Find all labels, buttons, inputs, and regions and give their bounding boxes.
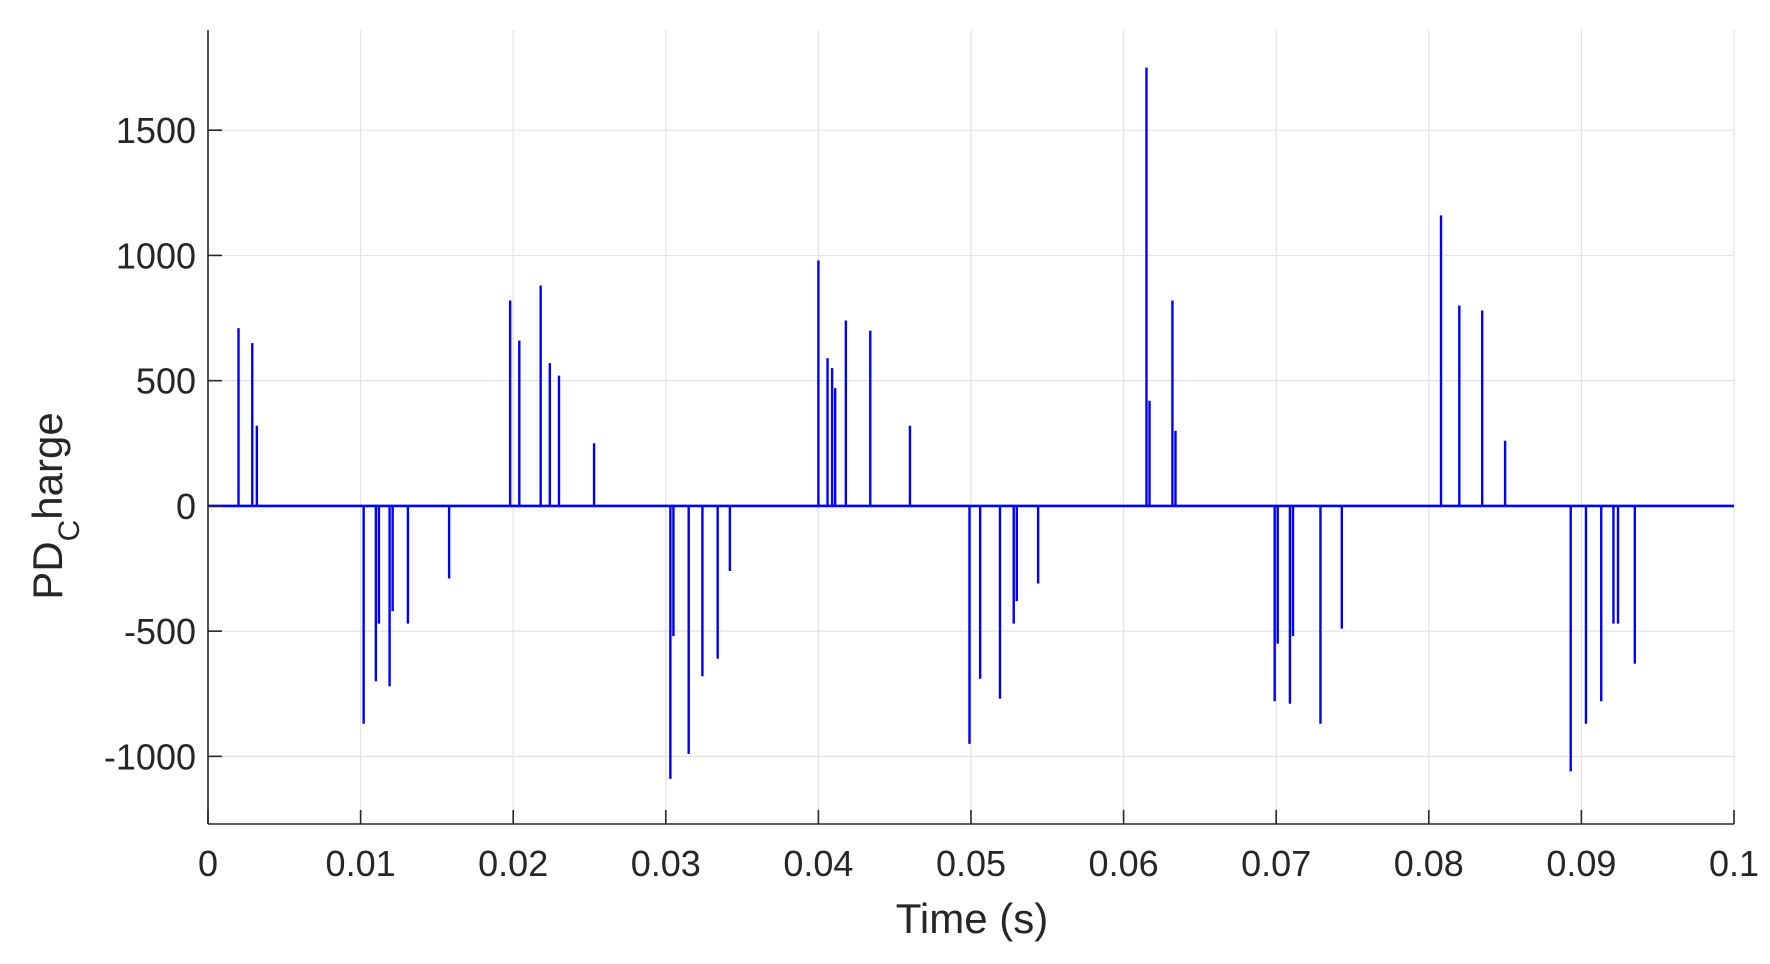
x-tick-label: 0.07 (1241, 843, 1311, 884)
x-tick-labels: 0 0.01 0.02 0.03 0.04 0.05 0.06 0.07 0.08 0.09 0.1 (198, 843, 1759, 884)
series-pd-charge (208, 67, 1734, 779)
x-tick-label: 0 (198, 843, 218, 884)
y-axis-label: PDCharge (24, 412, 86, 599)
y-tick-label: -500 (124, 611, 196, 652)
y-axis-label-sub: C (53, 520, 86, 542)
y-tick-label: 1500 (116, 110, 196, 151)
x-tick-label: 0.05 (936, 843, 1006, 884)
x-tick-label: 0.09 (1546, 843, 1616, 884)
y-axis-label-main: PD (24, 541, 71, 599)
y-tick-labels: -1000 -500 0 500 1000 1500 (104, 110, 196, 777)
grid (207, 30, 1735, 824)
x-tick-label: 0.08 (1394, 843, 1464, 884)
x-tick-label: 0.03 (631, 843, 701, 884)
x-tick-label: 0.1 (1709, 843, 1759, 884)
x-tick-label: 0.04 (783, 843, 853, 884)
x-tick-label: 0.01 (326, 843, 396, 884)
x-tick-label: 0.06 (1089, 843, 1159, 884)
axes (207, 30, 1735, 825)
x-axis-label: Time (s) (896, 895, 1048, 942)
y-tick-label: 0 (176, 486, 196, 527)
y-axis-label-tail: harge (24, 412, 71, 519)
x-tick-label: 0.02 (478, 843, 548, 884)
y-tick-label: -1000 (104, 736, 196, 777)
y-tick-label: 500 (136, 361, 196, 402)
y-tick-label: 1000 (116, 235, 196, 276)
